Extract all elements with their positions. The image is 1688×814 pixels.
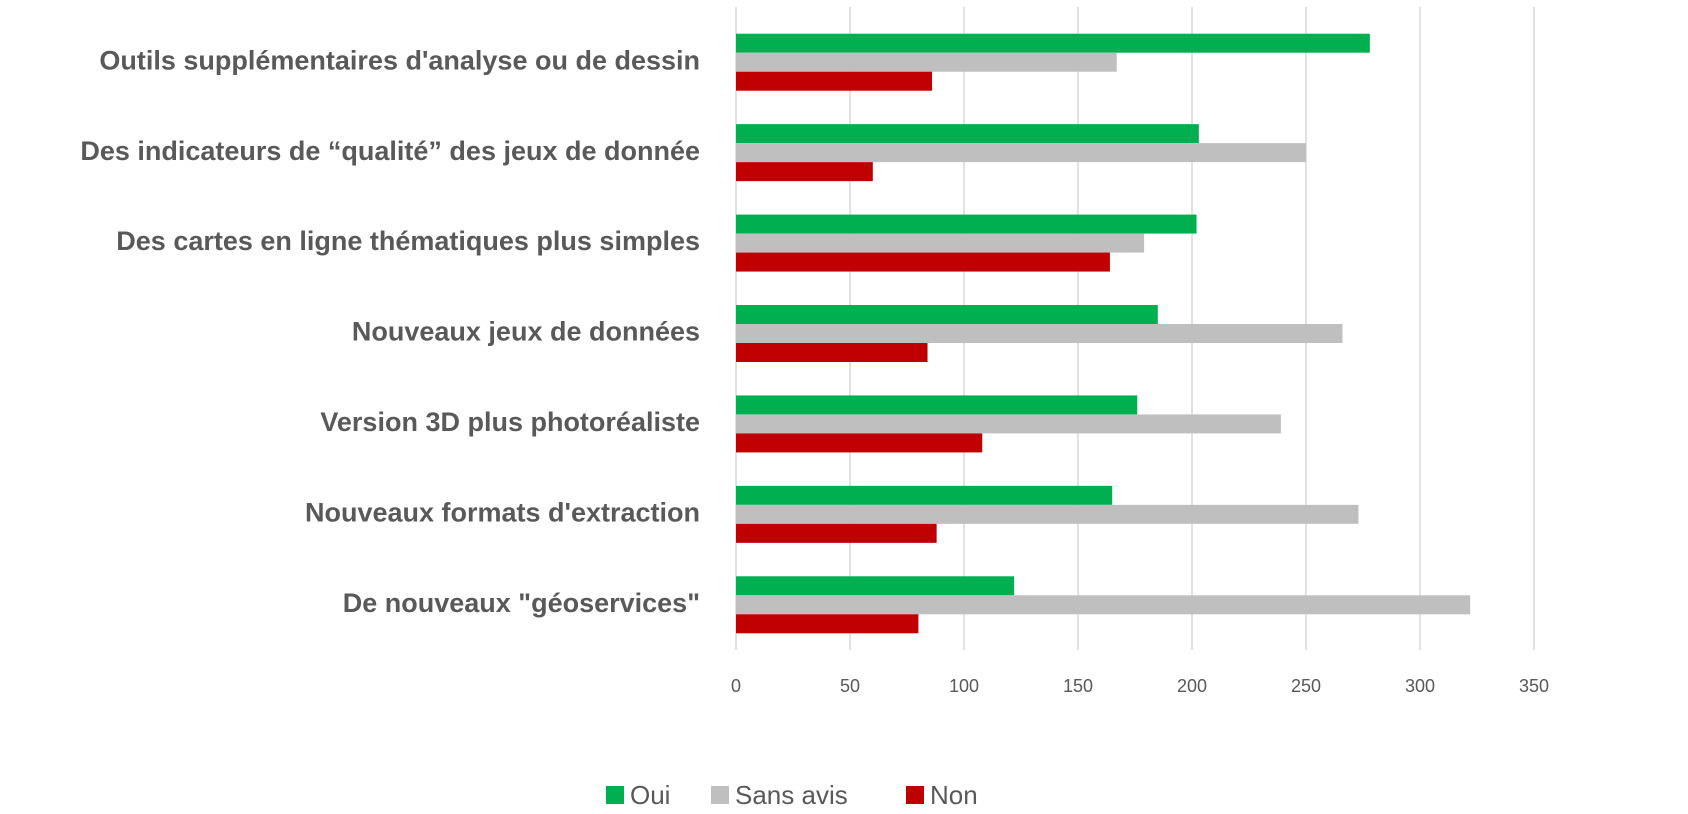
category-label: Des cartes en ligne thématiques plus sim… [116,226,700,256]
legend-label: Sans avis [735,780,848,810]
bar [736,395,1138,415]
bar [736,523,937,543]
bar [736,162,873,182]
bar [736,305,1158,324]
category-label: Des indicateurs de “qualité” des jeux de… [80,136,700,166]
bar [736,485,1113,505]
bar [736,252,1110,272]
bar [736,324,1343,343]
legend-label: Oui [630,780,670,810]
bar [736,52,1117,72]
bar [736,414,1281,434]
x-tick-label: 0 [731,676,741,696]
category-label: Nouveaux jeux de données [352,317,700,347]
x-tick-label: 50 [840,676,860,696]
legend-swatch [606,786,624,804]
category-label: Version 3D plus photoréaliste [320,407,700,437]
legend-swatch [906,786,924,804]
bar [736,143,1306,163]
bar [736,576,1015,596]
legend-label: Non [930,780,978,810]
legend-swatch [711,786,729,804]
x-tick-label: 250 [1291,676,1321,696]
category-label: Outils supplémentaires d'analyse ou de d… [99,45,700,75]
bar [736,214,1197,234]
x-tick-label: 150 [1063,676,1093,696]
x-tick-label: 300 [1405,676,1435,696]
category-label: De nouveaux "géoservices" [343,588,700,618]
bar [736,614,919,634]
x-tick-label: 350 [1519,676,1549,696]
category-label: Nouveaux formats d'extraction [305,497,700,527]
bar [736,343,928,362]
bar [736,233,1145,253]
bar [736,124,1199,144]
bar [736,71,933,91]
bar [736,33,1370,53]
x-tick-label: 100 [949,676,979,696]
x-tick-label: 200 [1177,676,1207,696]
bar [736,595,1471,615]
bar [736,433,983,453]
bar [736,504,1359,524]
